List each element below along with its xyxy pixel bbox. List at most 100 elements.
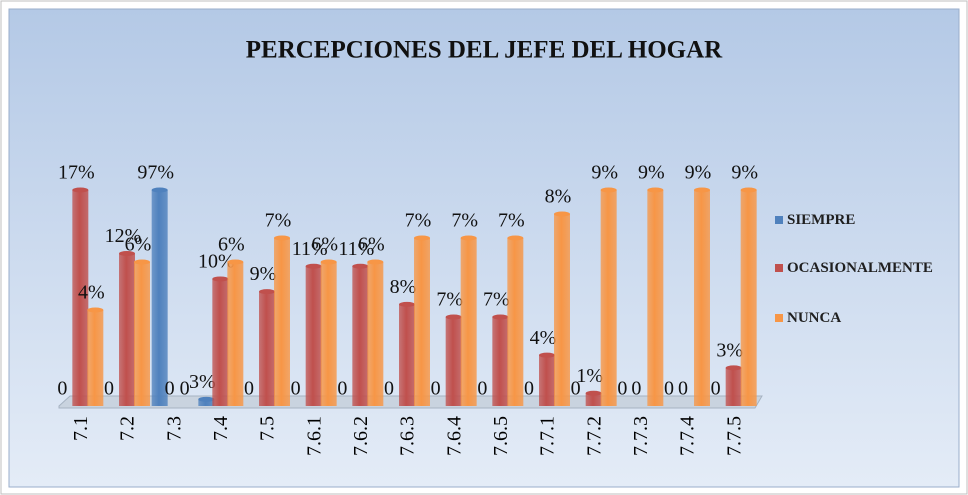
data-label: 6% — [218, 234, 245, 256]
data-label: 6% — [358, 234, 385, 256]
data-label: 8% — [390, 276, 417, 298]
bar — [198, 399, 215, 406]
bar-cap — [305, 263, 322, 269]
bar-cap — [134, 259, 150, 265]
x-tick-label: 7.5 — [257, 416, 279, 441]
data-label: 9% — [250, 263, 277, 285]
bar-cap — [740, 187, 757, 193]
bar-cap — [119, 251, 135, 257]
bar-cap — [460, 235, 477, 241]
data-label: 0 — [524, 378, 534, 400]
x-tick-label: 7.1 — [70, 416, 92, 441]
bar-cap — [198, 396, 215, 402]
x-tick-label: 7.6.2 — [350, 416, 372, 456]
legend-swatch — [775, 216, 783, 224]
bar-cap — [647, 187, 664, 193]
bar-cap — [367, 259, 384, 265]
data-label: 7% — [265, 210, 292, 232]
x-tick-label: 7.7.3 — [630, 416, 652, 456]
bar — [725, 367, 742, 406]
x-tick-label: 7.6.3 — [397, 416, 419, 456]
data-label: 4% — [530, 327, 557, 349]
legend-label: OCASIONALMENTE — [787, 260, 933, 276]
bar-cap — [600, 187, 617, 193]
data-label: 6% — [125, 234, 152, 256]
data-label: 0 — [244, 378, 254, 400]
x-tick-label: 7.7.1 — [537, 416, 559, 456]
bar — [227, 262, 244, 406]
bar — [320, 262, 337, 406]
bar — [367, 262, 384, 406]
data-label: 7% — [436, 289, 463, 311]
x-tick-label: 7.2 — [117, 416, 139, 441]
x-tick-label: 7.3 — [163, 416, 185, 441]
data-label: 0 — [631, 378, 641, 400]
data-label: 0 — [711, 378, 721, 400]
data-label: 0 — [431, 378, 441, 400]
data-label: 0 — [291, 378, 301, 400]
bar — [600, 190, 617, 406]
data-label: 0 — [180, 378, 190, 400]
bar-cap — [539, 352, 555, 358]
data-label: 1% — [576, 365, 603, 387]
x-tick-label: 7.6.5 — [490, 416, 512, 456]
data-label: 0 — [664, 378, 674, 400]
bar-cap — [259, 289, 275, 295]
bar-cap — [212, 276, 229, 282]
data-label: 9% — [638, 162, 665, 184]
bar-cap — [151, 187, 168, 193]
data-label: 8% — [545, 186, 572, 208]
bar — [87, 310, 104, 406]
bar — [119, 253, 135, 406]
data-label: 7% — [405, 210, 432, 232]
bar — [151, 190, 168, 406]
data-label: 0 — [617, 378, 627, 400]
legend-label: SIEMPRE — [787, 212, 856, 228]
data-label: 12% — [105, 225, 142, 247]
data-label: 7% — [498, 210, 525, 232]
x-tick-label: 7.7.5 — [723, 416, 745, 456]
bar — [585, 393, 602, 406]
bar — [539, 355, 555, 406]
bar — [399, 304, 415, 406]
data-label: 0 — [165, 378, 175, 400]
x-tick-label: 7.4 — [210, 416, 232, 441]
data-label: 9% — [685, 162, 712, 184]
data-label: 0 — [571, 378, 581, 400]
data-label: 3% — [189, 371, 216, 393]
x-tick-label: 7.7.2 — [583, 416, 605, 456]
data-label: 0 — [57, 378, 67, 400]
data-label: 7% — [451, 210, 478, 232]
bar-cap — [725, 365, 742, 371]
data-label: 9% — [731, 162, 758, 184]
bar-cap — [399, 301, 415, 307]
bar-cap — [72, 187, 89, 193]
bar — [212, 278, 229, 406]
bar — [134, 262, 150, 406]
bar — [740, 190, 757, 406]
bar-cap — [274, 235, 290, 241]
legend-label: NUNCA — [787, 310, 842, 326]
bar-cap — [87, 307, 104, 313]
chart-area — [8, 8, 960, 488]
x-tick-label: 7.7.4 — [677, 416, 699, 456]
bar — [694, 190, 710, 406]
bar — [554, 214, 570, 406]
bar — [460, 238, 477, 406]
data-label: 10% — [198, 251, 235, 273]
data-label: 0 — [104, 378, 114, 400]
data-label: 11% — [292, 238, 328, 260]
bar — [259, 291, 275, 406]
bar-cap — [320, 259, 337, 265]
bar — [507, 238, 524, 406]
bar-cap — [352, 263, 369, 269]
data-label: 6% — [311, 234, 338, 256]
bar-cap — [554, 211, 570, 217]
bar — [72, 190, 89, 406]
data-label: 9% — [591, 162, 618, 184]
data-label: 0 — [384, 378, 394, 400]
legend-swatch — [775, 314, 783, 322]
bar-cap — [492, 314, 509, 320]
bar — [274, 238, 290, 406]
